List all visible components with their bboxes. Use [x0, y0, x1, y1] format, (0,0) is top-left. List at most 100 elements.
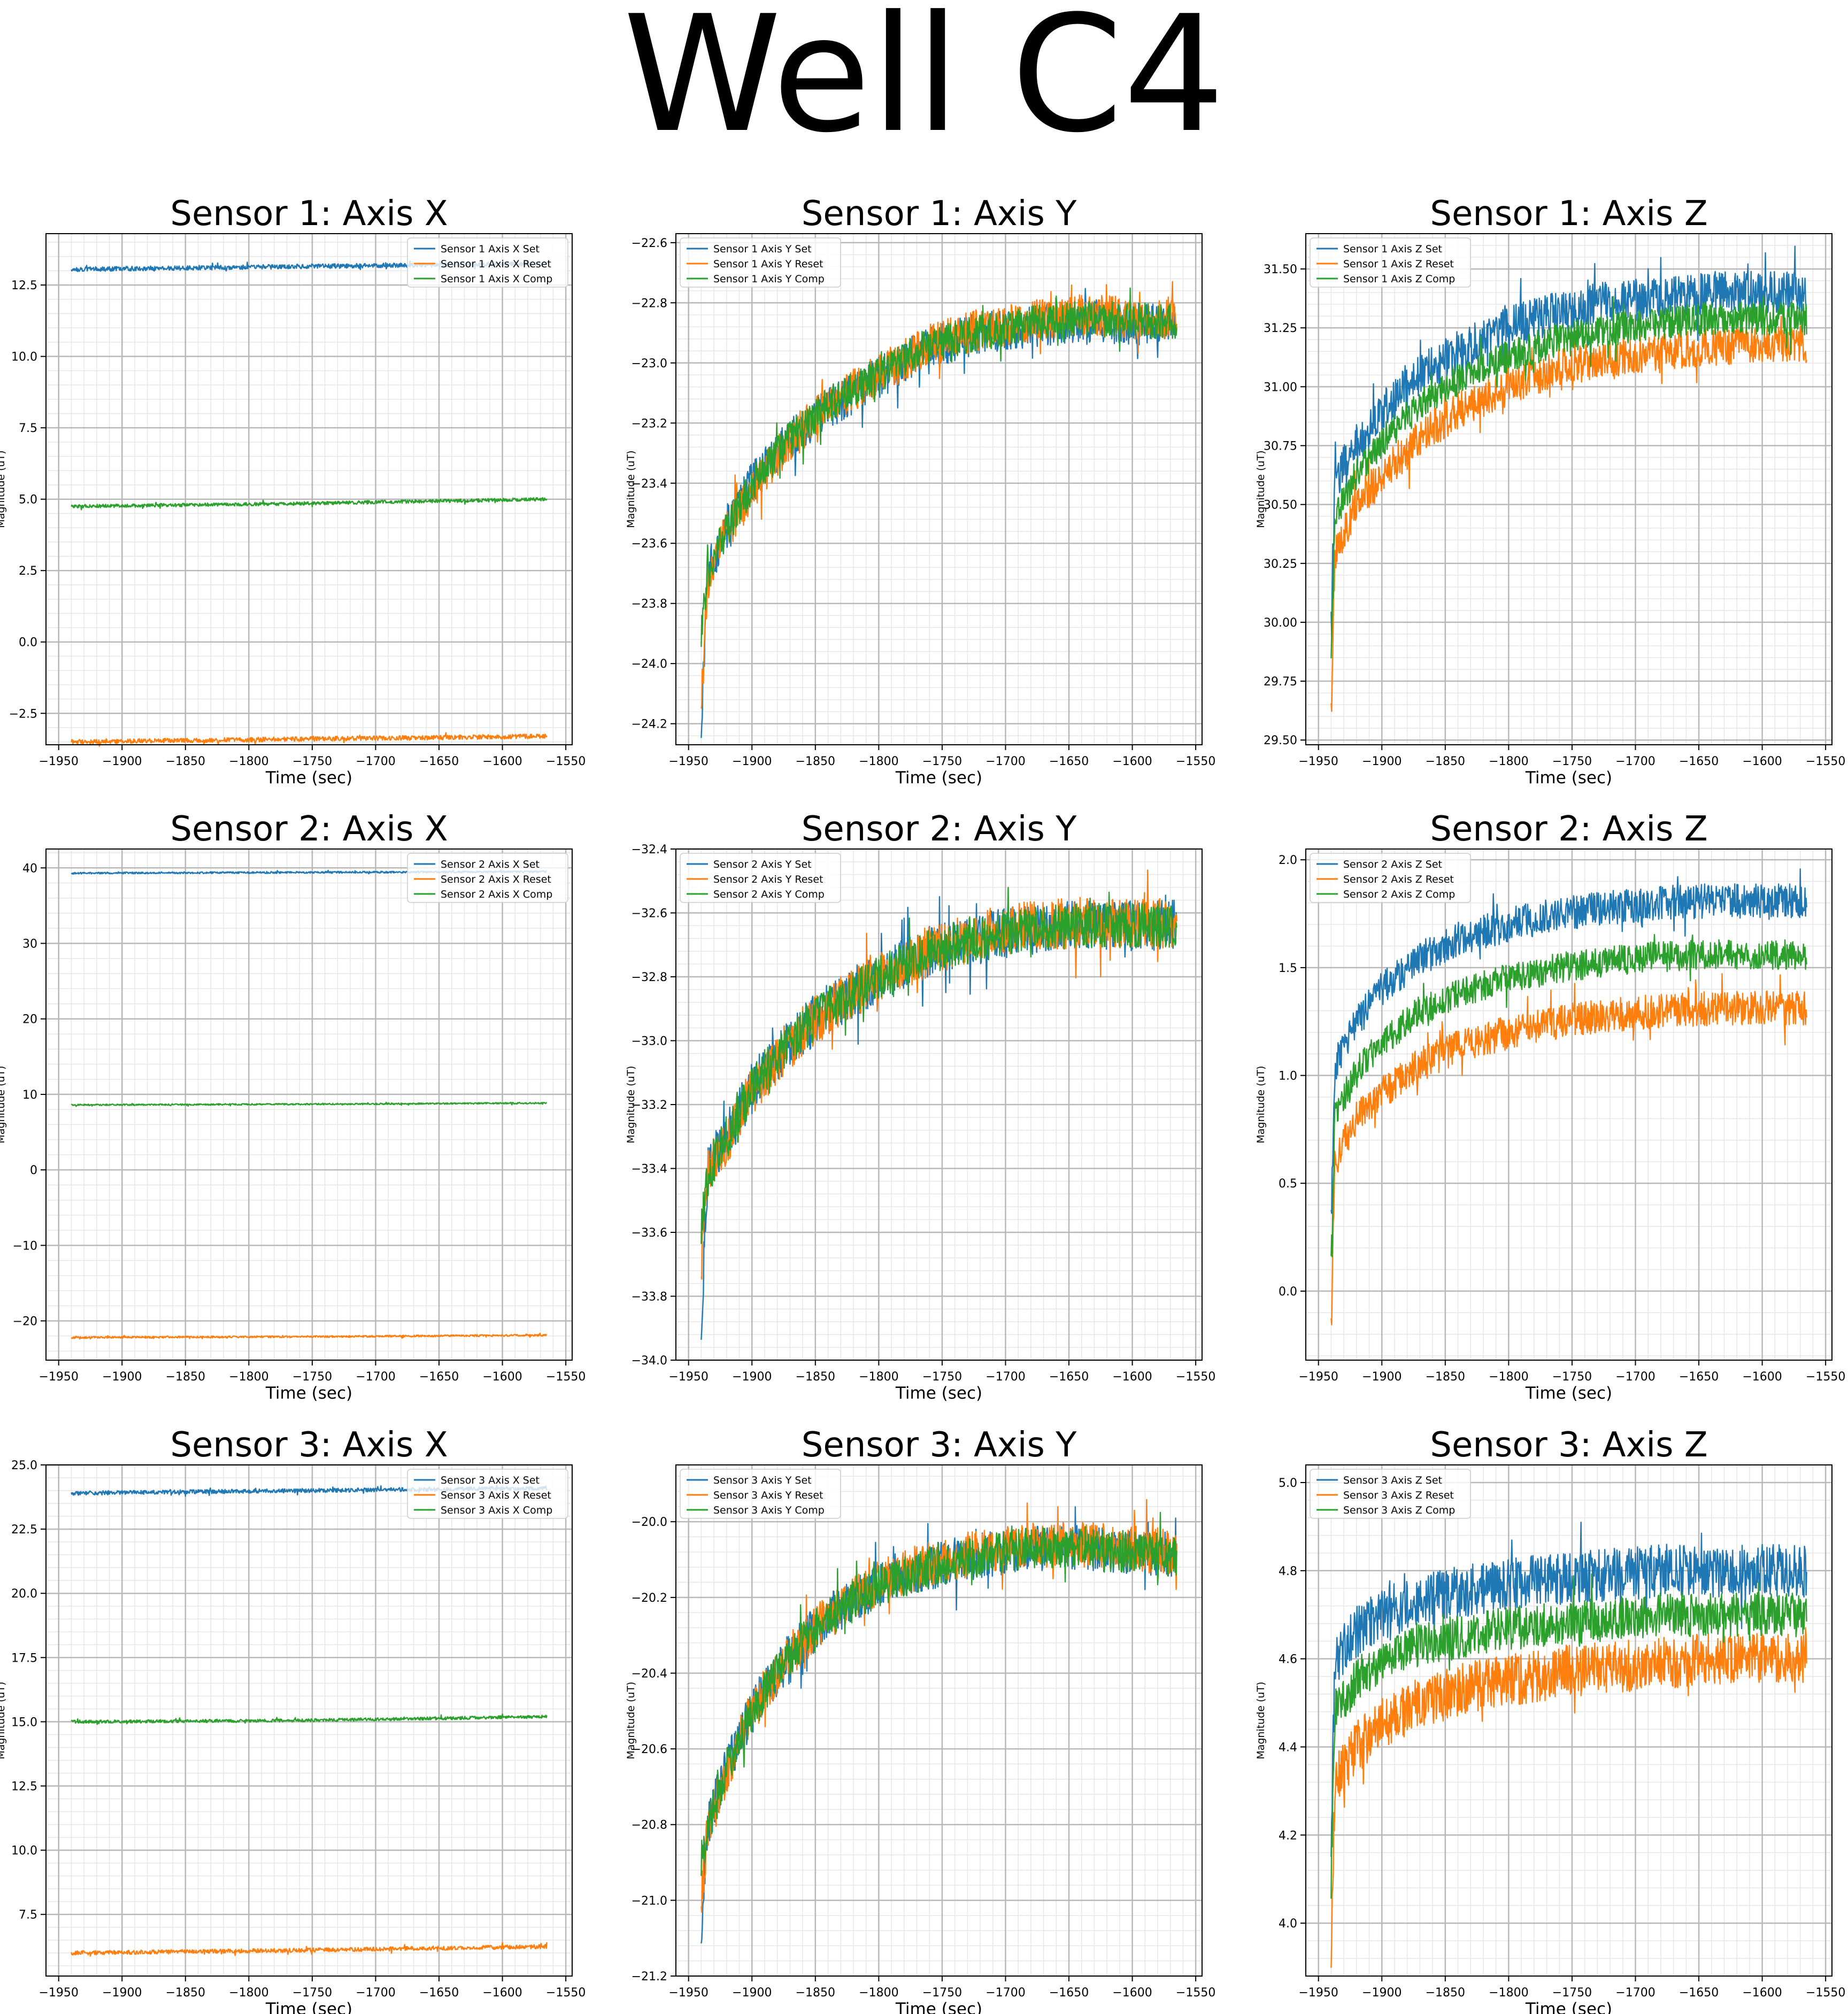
chart-title: Sensor 2: Axis Z — [1430, 809, 1707, 849]
x-tick-label: −1800 — [1489, 1986, 1528, 2000]
x-tick-label: −1550 — [1806, 1986, 1845, 2000]
legend-label: Sensor 2 Axis Z Comp — [1343, 889, 1455, 900]
legend-label: Sensor 1 Axis X Comp — [441, 273, 552, 285]
chart-sensor3-axis-y: −1950 −1900 −1850 −1800 −1750 −1700 −1650 −1600… — [625, 1425, 1215, 2014]
legend-label: Sensor 2 Axis Y Comp — [713, 889, 825, 900]
legend-label: Sensor 1 Axis Z Comp — [1343, 273, 1455, 285]
legend-label: Sensor 2 Axis X Comp — [441, 889, 552, 900]
y-tick-label: −21.0 — [632, 1894, 667, 1908]
x-tick-label: −1700 — [1615, 1986, 1655, 2000]
y-tick-label: 4.0 — [1279, 1917, 1297, 1931]
legend: Sensor 2 Axis Z Set Sensor 2 Axis Z Reset… — [1310, 853, 1471, 903]
legend-label: Sensor 3 Axis X Comp — [441, 1504, 552, 1516]
x-axis-label: Time (sec) — [1525, 2000, 1612, 2014]
x-tick-label: −1600 — [1112, 755, 1152, 768]
legend-label: Sensor 1 Axis X Set — [441, 243, 540, 255]
y-axis-label: Magnitude (uT) — [1255, 1066, 1267, 1143]
y-tick-label: 30.50 — [1264, 499, 1297, 512]
y-tick-label: 7.5 — [19, 1909, 37, 1922]
y-tick-label: 30.25 — [1264, 558, 1297, 571]
y-tick-label: 31.50 — [1264, 263, 1297, 276]
legend-label: Sensor 2 Axis Z Reset — [1343, 874, 1454, 885]
legend-label: Sensor 1 Axis Y Set — [713, 243, 812, 255]
x-tick-label: −1550 — [1176, 1370, 1215, 1384]
y-tick-label: 22.5 — [11, 1523, 37, 1537]
x-axis-label: Time (sec) — [895, 768, 982, 788]
legend-box — [1310, 1469, 1471, 1519]
x-tick-label: −1700 — [985, 1370, 1025, 1384]
x-tick-label: −1550 — [1806, 755, 1845, 768]
x-tick-label: −1950 — [1299, 1370, 1338, 1384]
y-tick-label: 30 — [22, 938, 37, 951]
legend: Sensor 2 Axis Y Set Sensor 2 Axis Y Reset… — [680, 853, 841, 903]
series-line-set — [700, 894, 1177, 1340]
x-tick-label: −1700 — [356, 755, 395, 768]
y-tick-label: 4.6 — [1279, 1653, 1297, 1666]
y-tick-label: −20.0 — [632, 1516, 667, 1529]
x-tick-label: −1850 — [166, 1370, 205, 1384]
y-tick-label: 0.0 — [19, 636, 37, 650]
chart-sensor1-axis-y: −1950 −1900 −1850 −1800 −1750 −1700 −1650 −1600… — [625, 194, 1215, 788]
x-tick-label: −1700 — [985, 755, 1025, 768]
y-tick-label: −23.0 — [632, 357, 667, 371]
y-tick-label: −23.6 — [632, 537, 667, 551]
y-tick-label: 12.5 — [11, 279, 37, 292]
x-tick-label: −1950 — [1299, 1986, 1338, 2000]
x-axis-label: Time (sec) — [265, 768, 352, 788]
series-line-reset — [1330, 973, 1807, 1325]
chart-sensor3-axis-x: −1950 −1900 −1850 −1800 −1750 −1700 −1650 −1600… — [0, 1425, 586, 2014]
series-line-comp — [1330, 933, 1807, 1257]
y-tick-label: 29.50 — [1264, 734, 1297, 747]
y-tick-label: 1.5 — [1279, 962, 1297, 975]
y-axis-label: Magnitude (uT) — [0, 1681, 7, 1759]
y-axis-label: Magnitude (uT) — [0, 450, 7, 528]
major-grid — [46, 234, 572, 745]
x-tick-label: −1550 — [546, 1986, 586, 2000]
chart-title: Sensor 1: Axis Y — [802, 194, 1077, 234]
chart-title: Sensor 3: Axis X — [170, 1425, 448, 1465]
y-tick-label: 2.5 — [19, 565, 37, 578]
legend: Sensor 1 Axis Z Set Sensor 1 Axis Z Reset… — [1310, 237, 1471, 288]
x-tick-label: −1600 — [1742, 1370, 1782, 1384]
legend: Sensor 1 Axis X Set Sensor 1 Axis X Reset… — [407, 237, 568, 288]
y-tick-label: 40 — [22, 862, 37, 875]
series-line-reset — [71, 1332, 547, 1340]
x-tick-label: −1650 — [419, 1370, 459, 1384]
x-tick-label: −1600 — [1742, 1986, 1782, 2000]
x-tick-label: −1800 — [229, 1370, 268, 1384]
axes-frame — [1305, 1464, 1832, 1977]
minor-grid — [45, 1464, 572, 1976]
legend-label: Sensor 3 Axis Z Comp — [1343, 1504, 1455, 1516]
series-line-reset — [1330, 315, 1807, 712]
y-tick-label: −24.2 — [632, 718, 667, 731]
legend-label: Sensor 3 Axis Z Set — [1343, 1475, 1442, 1486]
y-tick-label: 10.0 — [11, 351, 37, 364]
x-tick-label: −1950 — [38, 755, 78, 768]
plot-background — [1306, 849, 1832, 1360]
legend-box — [1310, 237, 1471, 288]
x-tick-label: −1600 — [482, 1986, 522, 2000]
x-tick-label: −1800 — [859, 755, 898, 768]
legend-label: Sensor 3 Axis Y Reset — [713, 1490, 823, 1501]
y-tick-label: −20.2 — [632, 1592, 667, 1605]
x-tick-label: −1900 — [732, 1986, 772, 2000]
y-tick-label: −20.8 — [632, 1819, 667, 1832]
x-axis-label: Time (sec) — [1525, 1384, 1612, 1403]
x-tick-label: −1550 — [1176, 1986, 1215, 2000]
chart-title: Sensor 2: Axis Y — [802, 809, 1077, 849]
legend-label: Sensor 3 Axis Z Reset — [1343, 1490, 1454, 1501]
legend-label: Sensor 1 Axis Y Comp — [713, 273, 825, 285]
x-tick-label: −1550 — [1806, 1370, 1845, 1384]
x-tick-label: −1900 — [1362, 1370, 1402, 1384]
y-tick-label: 30.00 — [1264, 616, 1297, 630]
x-axis-label: Time (sec) — [895, 1384, 982, 1403]
y-axis-label: Magnitude (uT) — [0, 1066, 7, 1143]
x-tick-label: −1750 — [1552, 755, 1592, 768]
x-tick-label: −1950 — [668, 1370, 708, 1384]
y-tick-label: −32.6 — [632, 907, 667, 921]
x-tick-label: −1850 — [796, 755, 835, 768]
x-tick-label: −1950 — [38, 1370, 78, 1384]
y-tick-label: 0.5 — [1279, 1177, 1297, 1191]
legend: Sensor 1 Axis Y Set Sensor 1 Axis Y Reset… — [680, 237, 841, 288]
y-tick-label: −34.0 — [632, 1354, 667, 1368]
